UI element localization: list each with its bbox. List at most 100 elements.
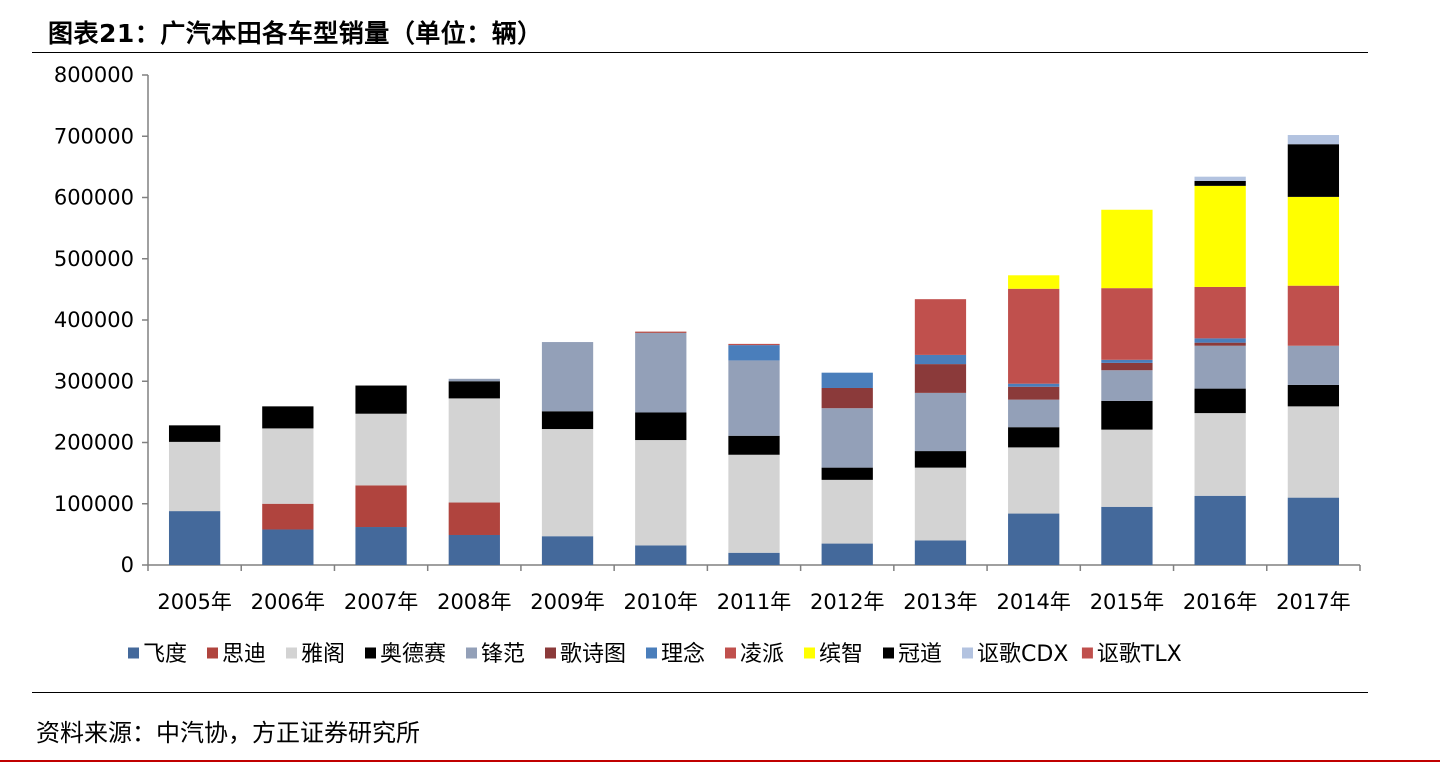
y-tick-label: 0 [121, 553, 134, 577]
y-tick-label: 800000 [54, 63, 134, 87]
x-tick-label: 2016年 [1183, 590, 1257, 614]
bar-segment [728, 343, 780, 346]
y-tick-label: 100000 [54, 492, 134, 516]
y-tick-label: 600000 [54, 186, 134, 210]
x-tick-label: 2006年 [251, 590, 325, 614]
bar-segment [1287, 406, 1340, 498]
legend-label: 雅阁 [301, 642, 345, 667]
y-tick-label: 400000 [54, 308, 134, 332]
legend-label: 讴歌TLX [1097, 642, 1182, 667]
x-tick-label: 2014年 [996, 590, 1070, 614]
legend-swatch [725, 647, 736, 659]
bar-segment [168, 441, 221, 512]
y-tick-label: 300000 [54, 369, 134, 393]
x-tick-label: 2007年 [344, 590, 418, 614]
legend-swatch [466, 647, 477, 659]
x-tick-label: 2005年 [157, 590, 231, 614]
x-tick-label: 2012年 [810, 590, 884, 614]
bar-segment [448, 378, 500, 382]
bar-segment [728, 435, 780, 455]
x-tick-label: 2008年 [437, 590, 511, 614]
bar-segment [262, 406, 314, 429]
bar-segment [1101, 362, 1153, 371]
bar-segment [1008, 288, 1060, 384]
bar-segment [635, 332, 687, 413]
bar-segment [1194, 185, 1246, 287]
chart-axes: 0 100000 200000 300000 400000 500000 600000 700… [54, 63, 1361, 577]
bar-segment [821, 467, 873, 480]
legend-label: 奥德赛 [380, 642, 446, 667]
legend-label: 思迪 [222, 642, 266, 667]
bar-segment [728, 552, 780, 565]
x-tick-label: 2010年 [624, 590, 698, 614]
bar-segment [1287, 285, 1340, 346]
bar-segment [914, 364, 967, 393]
bar-segment [541, 429, 594, 537]
bar-segment [635, 440, 687, 546]
bar-segment [1287, 196, 1340, 286]
bar-segment [1008, 386, 1060, 400]
x-tick-label: 2015年 [1090, 590, 1164, 614]
x-tick-label: 2009年 [530, 590, 604, 614]
chart-bars [168, 135, 1340, 565]
bar-segment [541, 411, 594, 430]
bar-segment [355, 485, 407, 528]
bar-segment [448, 534, 500, 565]
bar-segment [541, 536, 594, 565]
bar-segment [1287, 135, 1340, 145]
y-tick-label: 500000 [54, 247, 134, 271]
bar-segment [1287, 384, 1340, 407]
bar-segment [1008, 447, 1060, 514]
bar-segment [1287, 497, 1340, 565]
bar-segment [355, 385, 407, 414]
bar-segment [914, 467, 967, 541]
legend-swatch [545, 647, 556, 659]
bar-segment [262, 503, 314, 530]
bar-segment [728, 454, 780, 553]
stacked-bar-chart: 0 100000 200000 300000 400000 500000 600000 700… [54, 63, 1361, 667]
bar-segment [1194, 345, 1246, 389]
bar-segment [1101, 506, 1153, 565]
legend-label: 讴歌CDX [977, 642, 1068, 667]
x-axis-labels: 2005年 2006年 2007年 2008年 2009年 2010年 2011年 2012年… [157, 590, 1350, 614]
legend-swatch [128, 647, 139, 659]
bar-segment [355, 413, 407, 486]
bar-segment [168, 425, 221, 442]
legend-label: 飞度 [143, 642, 187, 667]
bar-segment [635, 331, 687, 333]
legend-label: 理念 [661, 642, 705, 667]
bar-segment [914, 392, 967, 452]
bar-segment [914, 540, 967, 565]
x-tick-label: 2017年 [1276, 590, 1350, 614]
bar-segment [1194, 338, 1246, 343]
y-tick-label: 700000 [54, 124, 134, 148]
legend-swatch [207, 647, 218, 659]
bar-segment [1101, 288, 1153, 360]
bar-segment [1194, 413, 1246, 496]
bar-segment [914, 451, 967, 468]
legend-label: 凌派 [740, 642, 784, 667]
bar-segment [1101, 370, 1153, 401]
bar-segment [1194, 180, 1246, 186]
bar-segment [1008, 399, 1060, 428]
bar-segment [1194, 286, 1246, 339]
bar-segment [821, 479, 873, 544]
bar-segment [541, 342, 594, 412]
source-note: 资料来源：中汽协，方正证券研究所 [36, 719, 420, 747]
bar-segment [355, 527, 407, 565]
bar-segment [1287, 144, 1340, 197]
bar-segment [914, 354, 967, 365]
legend-swatch [286, 647, 297, 659]
legend-label: 歌诗图 [560, 642, 626, 667]
y-tick-label: 200000 [54, 431, 134, 455]
bar-segment [1194, 495, 1246, 565]
bar-segment [262, 428, 314, 504]
bar-segment [1194, 342, 1246, 346]
bar-segment [168, 511, 221, 565]
footer-accent-line [0, 760, 1440, 762]
bar-segment [821, 543, 873, 565]
bar-segment [1101, 429, 1153, 507]
legend-label: 锋范 [481, 642, 525, 667]
bar-segment [1008, 513, 1060, 565]
legend-swatch [365, 647, 376, 659]
